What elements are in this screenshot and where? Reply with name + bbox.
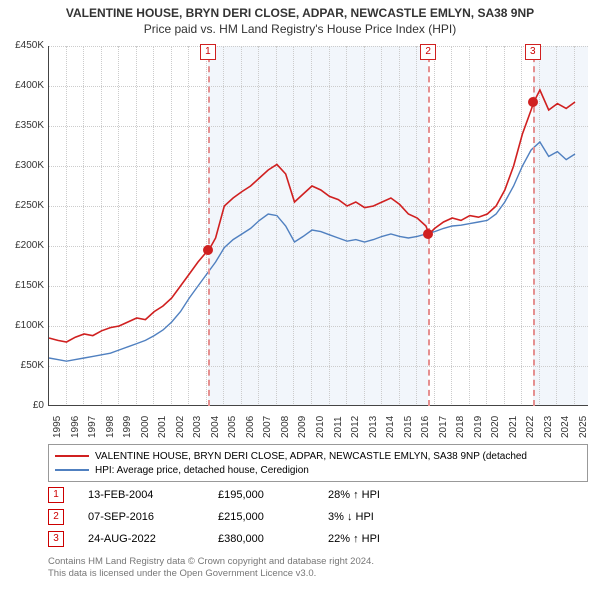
sale-delta: 28% ↑ HPI [328, 489, 448, 501]
sale-delta: 3% ↓ HPI [328, 511, 448, 523]
sales-table: 1 13-FEB-2004 £195,000 28% ↑ HPI 2 07-SE… [48, 484, 588, 550]
sales-row: 2 07-SEP-2016 £215,000 3% ↓ HPI [48, 506, 588, 528]
sales-row: 1 13-FEB-2004 £195,000 28% ↑ HPI [48, 484, 588, 506]
sale-date: 24-AUG-2022 [88, 533, 218, 545]
plot-area [48, 46, 588, 406]
legend-swatch [55, 469, 89, 471]
sale-price: £380,000 [218, 533, 328, 545]
footer-line: Contains HM Land Registry data © Crown c… [48, 556, 588, 568]
title-block: VALENTINE HOUSE, BRYN DERI CLOSE, ADPAR,… [0, 0, 600, 38]
sale-delta: 22% ↑ HPI [328, 533, 448, 545]
legend: VALENTINE HOUSE, BRYN DERI CLOSE, ADPAR,… [48, 444, 588, 482]
legend-item-property: VALENTINE HOUSE, BRYN DERI CLOSE, ADPAR,… [55, 449, 581, 463]
sale-date: 13-FEB-2004 [88, 489, 218, 501]
footer-line: This data is licensed under the Open Gov… [48, 568, 588, 580]
sale-price: £215,000 [218, 511, 328, 523]
chart-title: VALENTINE HOUSE, BRYN DERI CLOSE, ADPAR,… [10, 6, 590, 20]
legend-label: HPI: Average price, detached house, Cere… [95, 465, 309, 476]
legend-swatch [55, 455, 89, 457]
sale-date: 07-SEP-2016 [88, 511, 218, 523]
chart-subtitle: Price paid vs. HM Land Registry's House … [10, 22, 590, 36]
legend-label: VALENTINE HOUSE, BRYN DERI CLOSE, ADPAR,… [95, 451, 527, 462]
footer: Contains HM Land Registry data © Crown c… [48, 556, 588, 581]
line-series [49, 46, 589, 406]
sale-index-box: 3 [48, 531, 64, 547]
chart-container: { "title": { "main": "VALENTINE HOUSE, B… [0, 0, 600, 590]
legend-item-hpi: HPI: Average price, detached house, Cere… [55, 463, 581, 477]
sales-row: 3 24-AUG-2022 £380,000 22% ↑ HPI [48, 528, 588, 550]
sale-index-box: 2 [48, 509, 64, 525]
sale-index-box: 1 [48, 487, 64, 503]
sale-price: £195,000 [218, 489, 328, 501]
